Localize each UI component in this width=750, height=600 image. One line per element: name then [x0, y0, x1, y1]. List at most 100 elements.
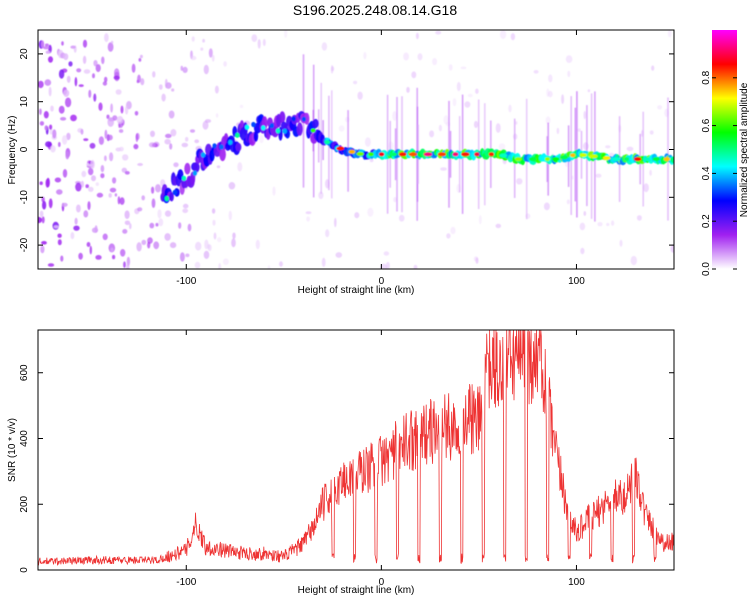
spectrogram-y-tick-label: 10 — [19, 96, 30, 108]
spectrogram-noise-blob — [561, 94, 565, 105]
spectrogram-noise-blob — [547, 90, 553, 98]
spectrogram-noise-blob — [44, 79, 52, 86]
spectrogram-noise-blob — [74, 77, 78, 87]
spectrogram-noise-blob — [61, 135, 68, 145]
spectrogram-noise-blob — [566, 199, 570, 205]
snr-panel: -100 0 100 0 200 400 600 Height of straight l… — [7, 329, 675, 596]
spectrogram-noise-blob — [80, 128, 84, 135]
spectrogram-noise-blob — [257, 39, 261, 49]
spectrogram-noise-blob — [164, 138, 171, 145]
spectrogram-noise-blob — [100, 173, 105, 179]
spectrogram-noise-blob — [187, 223, 192, 232]
spectrogram-noise-blob — [543, 202, 550, 211]
spectrogram-noise-blob — [61, 41, 64, 46]
spectrogram-noise-blob — [112, 115, 118, 121]
spectrogram-noise-blob — [228, 210, 232, 221]
spectrogram-noise-blob — [267, 265, 271, 269]
spectrogram-noise-blob — [92, 73, 95, 79]
spectrogram-noise-blob — [667, 30, 672, 38]
spectrogram-noise-blob — [367, 207, 374, 217]
spectrogram-noise-blob — [611, 220, 615, 226]
spectrogram-noise-blob — [636, 215, 642, 221]
spectrogram-noise-blob — [50, 145, 56, 153]
spectrogram-noise-blob — [473, 256, 479, 262]
spectrogram-noise-blob — [202, 38, 206, 43]
spectrogram-noise-blob — [450, 226, 456, 235]
spectrogram-noise-blob — [39, 181, 43, 185]
spectrogram-core-blob — [310, 128, 316, 133]
spectrogram-noise-blob — [136, 242, 142, 252]
spectrogram-noise-blob — [202, 120, 209, 130]
spectrogram-ridge-blob — [296, 122, 303, 136]
spectrogram-noise-blob — [106, 114, 110, 120]
spectrogram-noise-blob — [66, 132, 71, 141]
spectrogram-noise-blob — [467, 93, 473, 98]
spectrogram-noise-blob — [137, 207, 143, 212]
spectrogram-noise-blob — [179, 252, 185, 262]
spectrogram-noise-blob — [413, 264, 418, 269]
spectrogram-noise-blob — [155, 222, 159, 227]
spectrogram-noise-blob — [164, 210, 172, 217]
spectrogram-ridge-blob — [177, 169, 184, 181]
spectrogram-noise-blob — [39, 210, 44, 218]
spectrogram-y-tick-label: 20 — [19, 48, 30, 60]
spectrogram-core-blob — [643, 157, 650, 162]
spectrogram-noise-blob — [104, 76, 108, 83]
spectrogram-noise-blob — [545, 116, 551, 125]
spectrogram-noise-blob — [583, 211, 587, 216]
spectrogram-noise-blob — [118, 129, 124, 133]
spectrogram-noise-blob — [90, 159, 95, 169]
spectrogram-noise-blob — [157, 209, 162, 219]
spectrogram-noise-blob — [181, 142, 189, 148]
spectrogram-noise-blob — [88, 186, 94, 192]
spectrogram-noise-blob — [169, 242, 177, 249]
spectrogram-noise-blob — [211, 54, 215, 62]
snr-line — [38, 330, 674, 566]
spectrogram-ridge-blob — [279, 111, 286, 124]
spectrogram-noise-blob — [114, 193, 118, 197]
spectrogram-blobs — [38, 30, 674, 269]
spectrogram-noise-blob — [251, 34, 258, 42]
spectrogram-noise-blob — [65, 97, 72, 108]
spectrogram-noise-blob — [331, 66, 335, 71]
spectrogram-noise-blob — [200, 47, 204, 51]
spectrogram-noise-blob — [670, 244, 674, 253]
spectrogram-noise-blob — [403, 52, 409, 61]
spectrogram-noise-blob — [107, 134, 113, 141]
spectrogram-core-blob — [551, 157, 560, 162]
spectrogram-noise-blob — [117, 196, 121, 205]
spectrogram-core-blob — [398, 152, 407, 157]
spectrogram-noise-blob — [133, 143, 139, 150]
spectrogram-noise-blob — [353, 80, 358, 85]
spectrogram-y-tick-label: -20 — [19, 237, 30, 252]
snr-y-tick-label: 200 — [19, 495, 30, 512]
spectrogram-noise-blob — [151, 186, 155, 194]
snr-xlabel: Height of straight line (km) — [298, 585, 415, 596]
spectrogram-noise-blob — [211, 208, 216, 214]
spectrogram-noise-blob — [383, 251, 390, 256]
spectrogram-noise-blob — [40, 245, 45, 254]
spectrogram-noise-blob — [140, 78, 145, 86]
spectrogram-noise-blob — [577, 128, 581, 132]
spectrogram-noise-blob — [239, 104, 244, 109]
spectrogram-rise-blob — [219, 144, 224, 150]
spectrogram-noise-blob — [473, 120, 479, 129]
spectrogram-noise-blob — [335, 252, 343, 258]
spectrogram-core-blob — [368, 152, 374, 157]
spectrogram-noise-blob — [380, 263, 387, 269]
spectrogram-noise-blob — [110, 247, 114, 253]
colorbar-label: Normalized spectral amplitude — [739, 82, 750, 217]
spectrogram-noise-blob — [165, 133, 172, 139]
spectrogram-noise-blob — [124, 171, 130, 175]
spectrogram-noise-blob — [597, 222, 603, 227]
spectrogram-noise-blob — [630, 255, 637, 266]
spectrogram-noise-blob — [56, 189, 63, 195]
spectrogram-x-tick-label: 0 — [379, 276, 385, 287]
spectrogram-noise-blob — [515, 121, 518, 125]
spectrogram-noise-blob — [354, 212, 360, 219]
colorbar-tick-label: 0.2 — [701, 214, 712, 228]
spectrogram-noise-blob — [39, 121, 45, 126]
spectrogram-noise-blob — [44, 125, 48, 131]
spectrogram-noise-blob — [417, 53, 423, 61]
spectrogram-noise-blob — [38, 80, 44, 89]
